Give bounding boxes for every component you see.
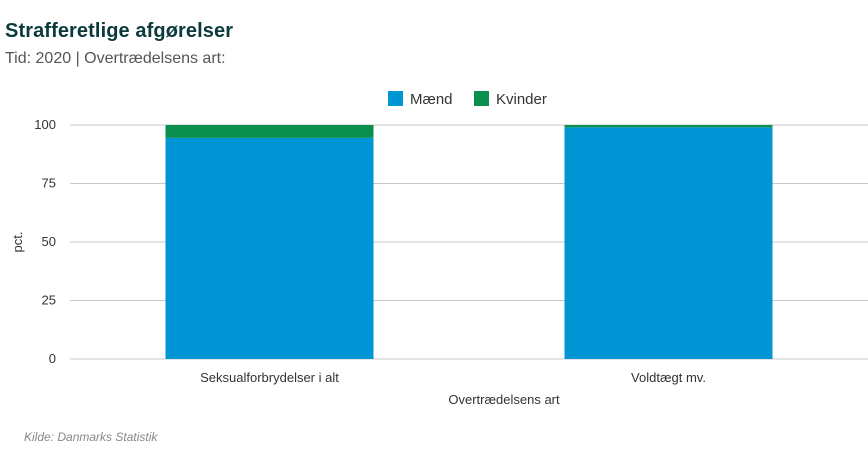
y-tick-label: 100 bbox=[34, 117, 56, 132]
x-tick-label: Seksualforbrydelser i alt bbox=[200, 370, 339, 385]
source-note: Kilde: Danmarks Statistik bbox=[24, 430, 158, 444]
y-tick-label: 0 bbox=[49, 351, 56, 366]
axes: 0 25 50 75 100 pct. Seksualforbrydelser i alt V… bbox=[10, 117, 706, 407]
legend-swatch bbox=[388, 91, 403, 106]
bar-maend-0[interactable] bbox=[165, 137, 374, 359]
y-tick-label: 25 bbox=[42, 293, 56, 308]
bars bbox=[165, 125, 773, 359]
x-tick-label: Voldtægt mv. bbox=[631, 370, 706, 385]
chart-title: Strafferetlige afgørelser bbox=[5, 20, 234, 42]
legend: Mænd Kvinder bbox=[388, 91, 547, 108]
chart-subtitle: Tid: 2020 | Overtrædelsens art: bbox=[5, 50, 226, 67]
x-axis-title: Overtrædelsens art bbox=[448, 392, 560, 407]
bar-kvinder-0[interactable] bbox=[165, 125, 374, 138]
y-tick-label: 75 bbox=[42, 176, 56, 191]
legend-item-kvinder[interactable]: Kvinder bbox=[474, 91, 547, 108]
legend-label: Mænd bbox=[410, 91, 453, 108]
y-axis-title: pct. bbox=[10, 232, 25, 253]
legend-swatch bbox=[474, 91, 489, 106]
y-tick-label: 50 bbox=[42, 234, 56, 249]
bar-kvinder-1[interactable] bbox=[564, 125, 773, 128]
bar-maend-1[interactable] bbox=[564, 127, 773, 359]
legend-item-maend[interactable]: Mænd bbox=[388, 91, 453, 108]
legend-label: Kvinder bbox=[496, 91, 547, 108]
